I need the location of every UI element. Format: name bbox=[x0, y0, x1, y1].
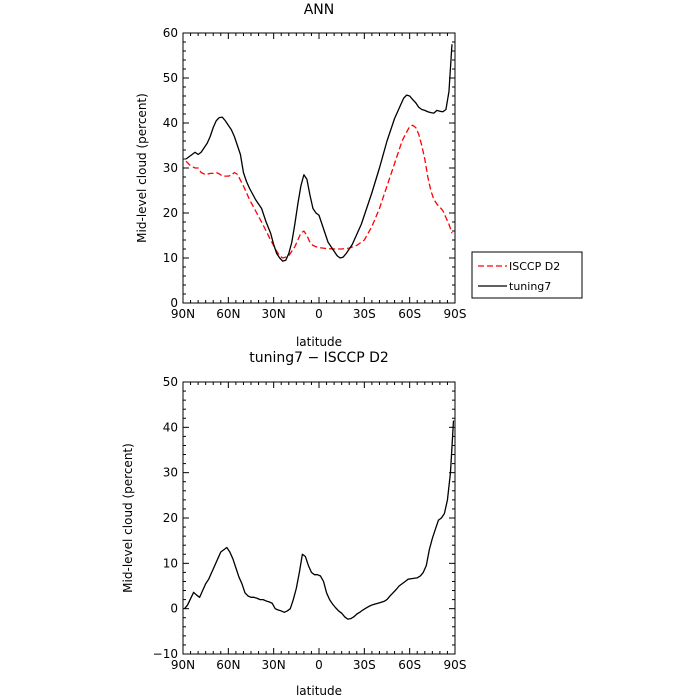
ticks bbox=[182, 381, 456, 655]
plot-frame bbox=[182, 32, 456, 304]
chart-title: ANN bbox=[304, 2, 335, 18]
x-tick-label: 90N bbox=[171, 658, 195, 672]
x-tick-label: 30S bbox=[353, 307, 376, 321]
y-tick-label: −10 bbox=[153, 647, 178, 661]
y-tick-label: 40 bbox=[163, 116, 178, 130]
x-axis-label: latitude bbox=[296, 684, 342, 698]
y-tick-label: 30 bbox=[163, 466, 178, 480]
x-tick-label: 90S bbox=[444, 307, 467, 321]
x-tick-label: 60S bbox=[398, 307, 421, 321]
y-tick-label: 30 bbox=[163, 161, 178, 175]
y-tick-label: 20 bbox=[163, 511, 178, 525]
x-tick-label: 30N bbox=[262, 307, 286, 321]
legend-label-isccp-d2: ISCCP D2 bbox=[509, 260, 560, 273]
series-lines bbox=[185, 44, 453, 262]
panel-ann: ANN 90N 60N 30N 0 30S 60S 90S 0 10 20 30 40 50 60 la… bbox=[135, 2, 466, 349]
x-tick-label: 30N bbox=[262, 658, 286, 672]
x-axis-label: latitude bbox=[296, 335, 342, 349]
x-tick-label: 90N bbox=[171, 307, 195, 321]
x-tick-labels: 90N 60N 30N 0 30S 60S 90S bbox=[171, 307, 467, 321]
x-tick-label: 90S bbox=[444, 658, 467, 672]
series-line-tuning7 bbox=[185, 44, 453, 262]
y-tick-labels: −10 0 10 20 30 40 50 bbox=[153, 375, 178, 661]
x-tick-label: 60N bbox=[216, 307, 240, 321]
y-tick-label: 50 bbox=[163, 375, 178, 389]
series-lines bbox=[184, 420, 455, 620]
x-tick-label: 0 bbox=[315, 658, 323, 672]
plot-frame bbox=[182, 381, 456, 655]
x-tick-label: 30S bbox=[353, 658, 376, 672]
x-tick-label: 0 bbox=[315, 307, 323, 321]
y-tick-label: 20 bbox=[163, 206, 178, 220]
y-tick-label: 0 bbox=[170, 296, 178, 310]
y-tick-label: 50 bbox=[163, 71, 178, 85]
x-tick-labels: 90N 60N 30N 0 30S 60S 90S bbox=[171, 658, 467, 672]
y-tick-label: 0 bbox=[170, 602, 178, 616]
chart-title: tuning7 − ISCCP D2 bbox=[249, 350, 389, 366]
y-axis-label: Mid-level cloud (percent) bbox=[121, 443, 135, 593]
panel-difference: tuning7 − ISCCP D2 90N 60N 30N 0 30S 60S 90S −… bbox=[121, 350, 466, 698]
legend: ISCCP D2 tuning7 bbox=[471, 251, 583, 299]
y-axis-label: Mid-level cloud (percent) bbox=[135, 93, 149, 243]
x-tick-label: 60S bbox=[398, 658, 421, 672]
series-line-isccp-d2 bbox=[185, 124, 453, 259]
y-tick-label: 10 bbox=[163, 251, 178, 265]
legend-label-tuning7: tuning7 bbox=[509, 280, 551, 293]
y-tick-label: 40 bbox=[163, 420, 178, 434]
ticks bbox=[182, 32, 456, 304]
series-line-difference bbox=[184, 420, 455, 620]
y-tick-label: 60 bbox=[163, 26, 178, 40]
y-tick-label: 10 bbox=[163, 556, 178, 570]
x-tick-label: 60N bbox=[216, 658, 240, 672]
legend-box bbox=[471, 251, 583, 299]
y-tick-labels: 0 10 20 30 40 50 60 bbox=[163, 26, 178, 310]
